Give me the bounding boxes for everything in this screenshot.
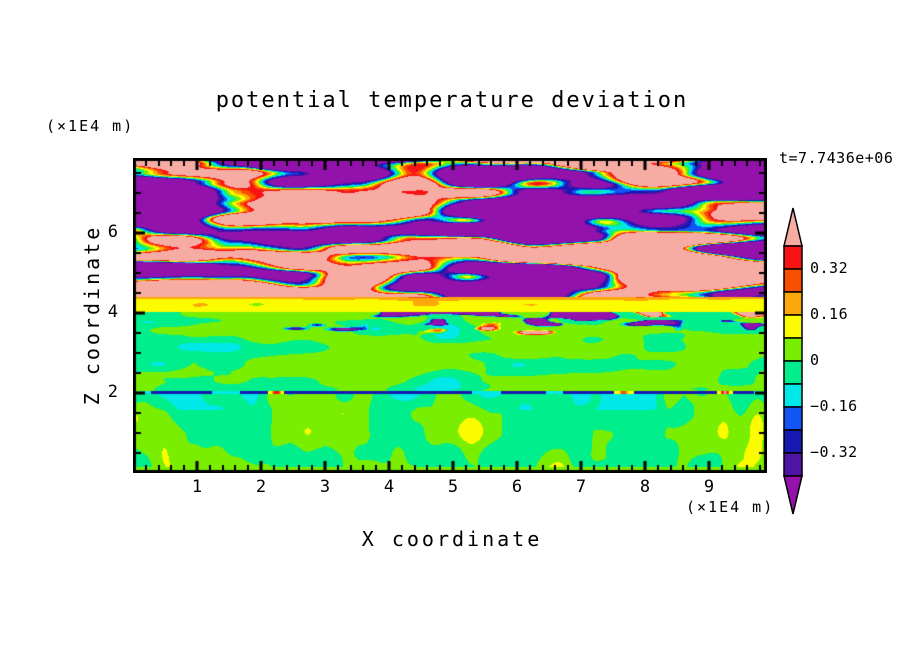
colorbar-segment [783, 268, 803, 293]
colorbar-under-arrow [783, 475, 803, 515]
colorbar-segment [783, 314, 803, 339]
colorbar-over-arrow [783, 207, 803, 247]
colorbar-segment [783, 383, 803, 408]
x-tick-label: 8 [639, 477, 651, 497]
z-axis-unit-label: (×1E4 m) [46, 117, 135, 135]
plot-title: potential temperature deviation [215, 88, 689, 113]
colorbar-segment [783, 429, 803, 454]
z-tick-label: 6 [107, 222, 118, 242]
x-tick-label: 4 [383, 477, 395, 497]
colorbar-segment [783, 452, 803, 477]
colorbar-tick-label: 0 [810, 351, 820, 369]
colorbar-segment [783, 291, 803, 316]
z-tick-label: 4 [107, 302, 118, 322]
x-tick-label: 2 [255, 477, 267, 497]
colorbar-tick-label: 0.32 [810, 259, 849, 277]
x-tick-label: 3 [319, 477, 331, 497]
colorbar-segment [783, 406, 803, 431]
colorbar-tick-label: −0.16 [810, 397, 858, 415]
x-tick-label: 6 [511, 477, 523, 497]
time-label: t=7.7436e+06 [779, 149, 894, 167]
x-tick-label: 7 [575, 477, 587, 497]
z-tick-label: 2 [107, 382, 118, 402]
colorbar-segment [783, 245, 803, 270]
x-axis-title: X coordinate [361, 527, 543, 551]
x-axis-unit-label: (×1E4 m) [686, 498, 775, 516]
colorbar [783, 207, 803, 515]
contour-heatmap-canvas [133, 158, 767, 473]
colorbar-segment [783, 337, 803, 362]
colorbar-tick-label: −0.32 [810, 443, 858, 461]
colorbar-segment [783, 360, 803, 385]
colorbar-tick-label: 0.16 [810, 305, 849, 323]
x-tick-label: 5 [447, 477, 459, 497]
x-tick-label: 1 [191, 477, 203, 497]
x-tick-label: 9 [703, 477, 715, 497]
